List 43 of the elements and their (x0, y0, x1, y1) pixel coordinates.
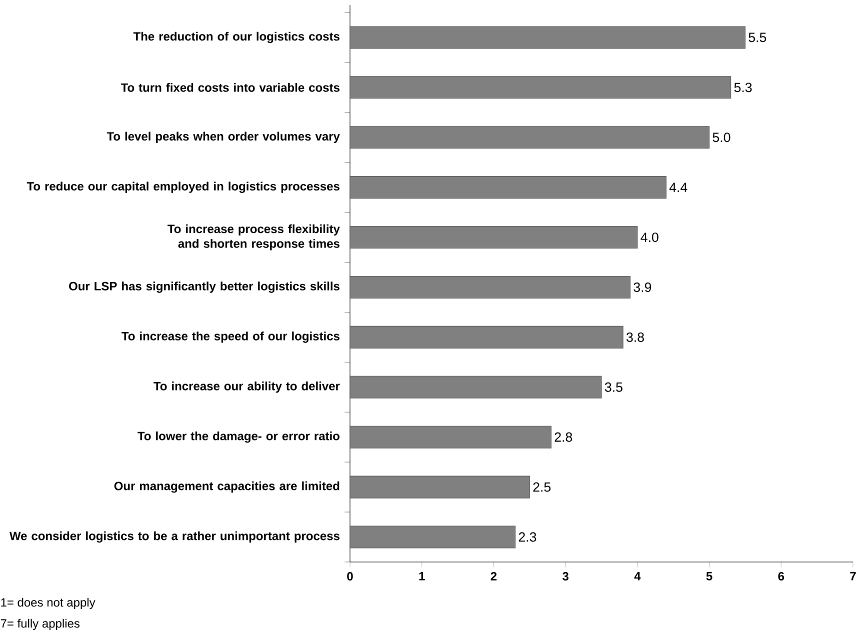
bar (350, 376, 602, 398)
y-tick-label: Our LSP has significantly better logistics skills (69, 282, 340, 293)
y-tick-label: To lower the damage- or error ratio (138, 431, 340, 443)
data-label: 3.9 (634, 282, 652, 292)
bar (350, 176, 666, 199)
x-tick-label: 0 (347, 572, 353, 581)
y-tick-label: To level peaks when order volumes vary (106, 132, 340, 143)
y-tick-label: To reduce our capital employed in logistics processes (26, 182, 340, 193)
data-label: 5.5 (748, 32, 766, 42)
bar (350, 326, 624, 348)
y-tick-label: The reduction of our logistics costs (133, 32, 340, 44)
x-tick-label: 6 (778, 572, 784, 581)
data-label: 5.3 (734, 82, 752, 92)
x-tick-label: 3 (562, 572, 568, 581)
y-tick-label: Our management capacities are limited (114, 481, 340, 493)
y-tick-label: We consider logistics to be a rather unimportant process (9, 531, 340, 543)
x-tick-label: 1 (419, 572, 425, 580)
data-label: 2.3 (518, 532, 536, 542)
y-tick-label: To turn fixed costs into variable costs (120, 83, 340, 92)
data-label: 2.8 (554, 432, 572, 442)
bar (350, 426, 552, 448)
x-tick-label: 7 (850, 572, 856, 580)
data-label: 4.0 (640, 232, 658, 242)
data-label: 3.8 (626, 332, 644, 342)
x-tick-label: 5 (706, 572, 712, 580)
bar (350, 276, 631, 299)
x-tick-label: 4 (634, 572, 641, 580)
bar (350, 226, 638, 249)
bar (350, 76, 732, 99)
y-tick-label: To increase our ability to deliver (154, 382, 340, 393)
y-tick-label: To increase process flexibility and shorten response times (168, 224, 340, 250)
data-label: 4.4 (669, 182, 688, 192)
bar (350, 26, 746, 49)
y-tick-label: To increase the speed of our logistics (122, 332, 340, 343)
data-label: 2.5 (533, 482, 551, 492)
bar (350, 476, 530, 498)
bar (350, 126, 710, 149)
bar (350, 526, 516, 548)
text: 7= fully applies (0, 618, 80, 630)
x-tick-label: 2 (490, 572, 497, 580)
data-label: 3.5 (604, 382, 622, 392)
data-label: 5.0 (712, 132, 730, 142)
text: 1= does not apply (1, 598, 96, 610)
